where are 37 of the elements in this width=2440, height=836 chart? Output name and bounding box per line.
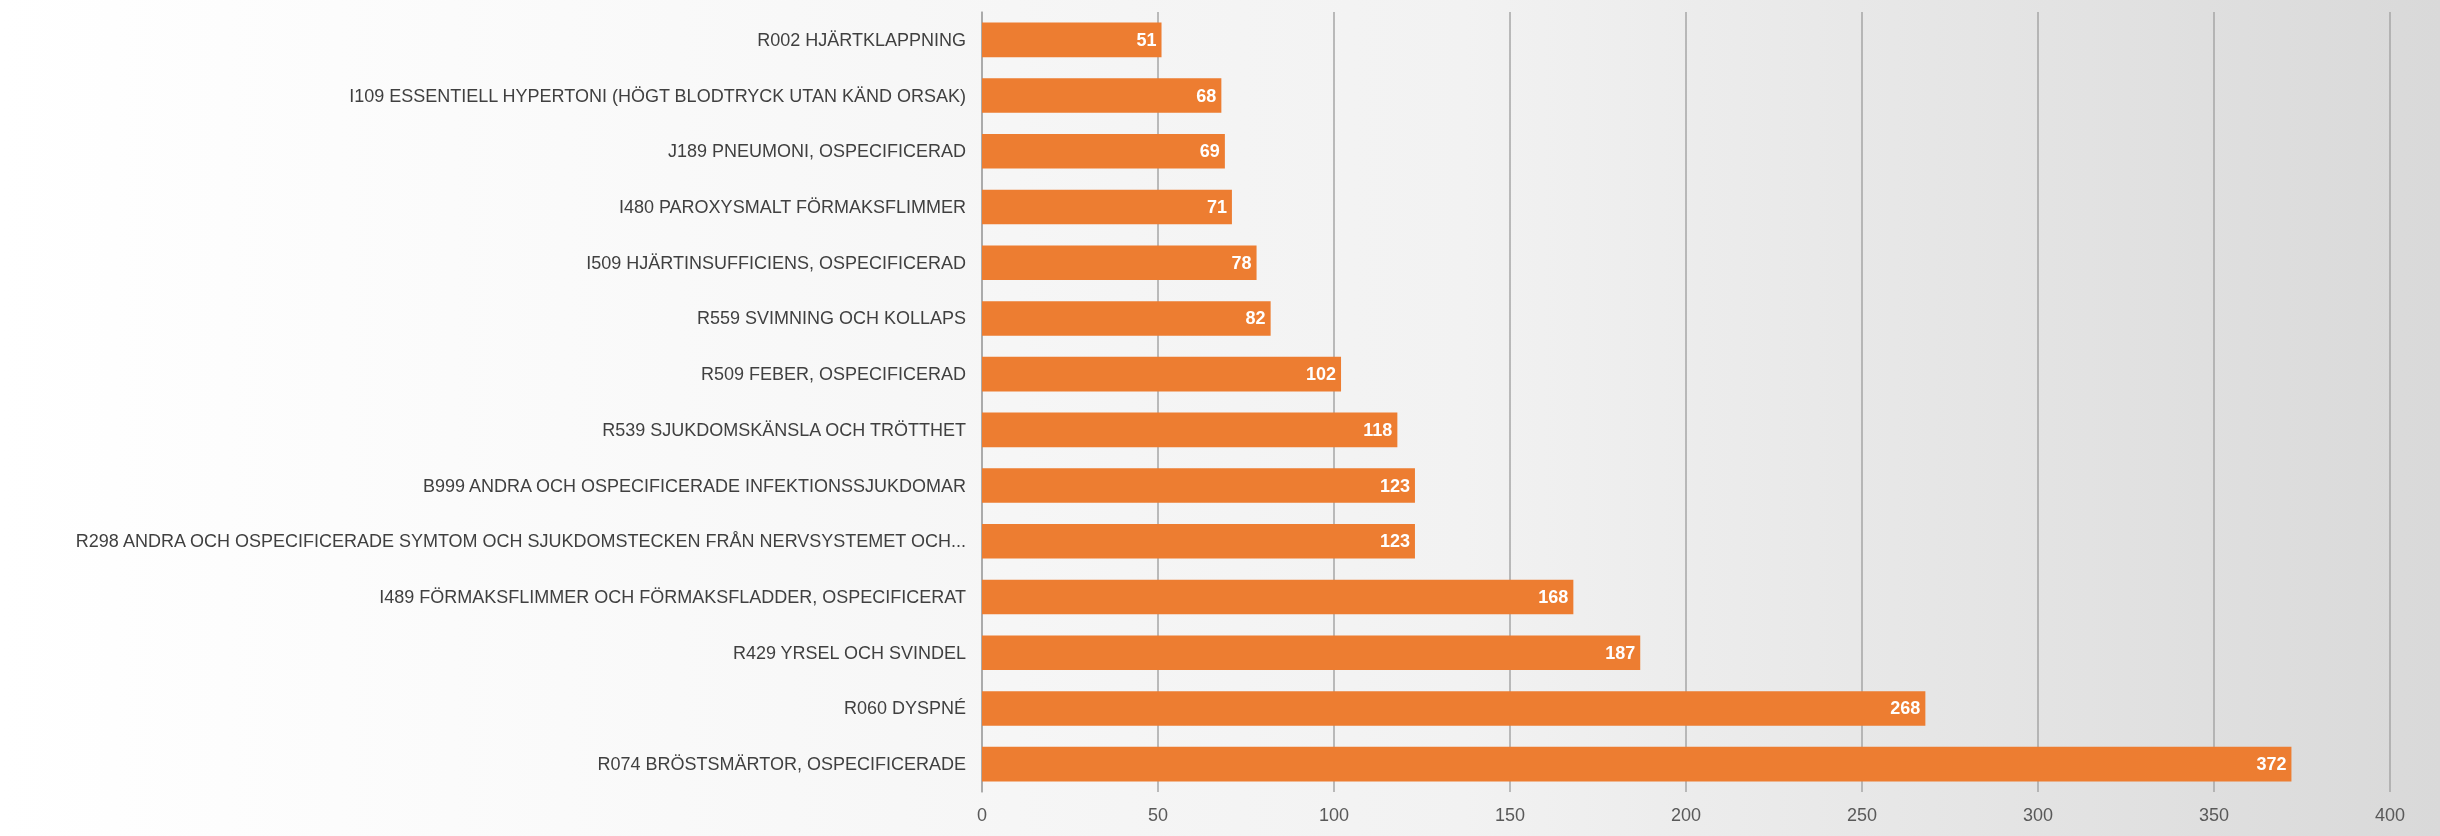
y-tick-label: I489 FÖRMAKSFLIMMER OCH FÖRMAKSFLADDER, OSPECIFICERAT xyxy=(379,587,966,607)
y-tick-label: R429 YRSEL OCH SVINDEL xyxy=(732,642,966,663)
y-tick-label: R074 BRÖSTSMÄRTOR, OSPECIFICERADE xyxy=(597,754,966,775)
data-label: 69 xyxy=(1199,141,1220,162)
data-label: 71 xyxy=(1206,197,1227,217)
data-label: 187 xyxy=(1605,642,1636,663)
y-tick-label: R298 ANDRA OCH OSPECIFICERADE SYMTOM OCH SJUKDOMSTECKEN FRÅN NERVSYSTEMET OCH... xyxy=(75,531,966,552)
y-tick-label: R509 FEBER, OSPECIFICERAD xyxy=(700,364,966,385)
data-label: 51 xyxy=(1136,29,1157,50)
data-label: 78 xyxy=(1231,252,1252,273)
y-tick-label: I109 ESSENTIELL HYPERTONI (HÖGT BLODTRYCK UTAN KÄND ORSAK) xyxy=(349,85,966,106)
x-tick-label: 150 xyxy=(1494,805,1526,825)
data-label: 102 xyxy=(1305,364,1337,385)
y-tick-label: R539 SJUKDOMSKÄNSLA OCH TRÖTTHET xyxy=(602,419,966,440)
x-tick-label: 300 xyxy=(2022,805,2054,825)
x-tick-label: 350 xyxy=(2198,805,2230,825)
x-tick-label: 0 xyxy=(976,805,988,825)
y-tick-label: J189 PNEUMONI, OSPECIFICERAD xyxy=(667,141,966,162)
x-tick-label: 400 xyxy=(2374,805,2406,825)
data-label: 123 xyxy=(1379,475,1410,496)
y-tick-label: R060 DYSPNÉ xyxy=(843,698,966,719)
data-label: 82 xyxy=(1245,308,1266,329)
y-tick-label: R002 HJÄRTKLAPPNING xyxy=(757,29,966,50)
x-tick-label: 250 xyxy=(1846,805,1878,825)
y-tick-label: I509 HJÄRTINSUFFICIENS, OSPECIFICERAD xyxy=(586,252,966,273)
data-label: 372 xyxy=(2256,754,2287,775)
y-tick-label: I480 PAROXYSMALT FÖRMAKSFLIMMER xyxy=(618,197,966,217)
x-tick-label: 200 xyxy=(1670,805,1702,825)
y-tick-label: R559 SVIMNING OCH KOLLAPS xyxy=(696,308,966,329)
x-tick-label: 100 xyxy=(1318,805,1350,825)
x-tick-label: 50 xyxy=(1147,805,1169,825)
data-label: 168 xyxy=(1538,587,1569,607)
data-label: 123 xyxy=(1379,531,1410,552)
data-label: 68 xyxy=(1196,85,1217,106)
y-tick-label: B999 ANDRA OCH OSPECIFICERADE INFEKTIONSSJUKDOMAR xyxy=(422,475,966,496)
data-label: 118 xyxy=(1363,419,1393,440)
data-label: 268 xyxy=(1890,698,1921,719)
